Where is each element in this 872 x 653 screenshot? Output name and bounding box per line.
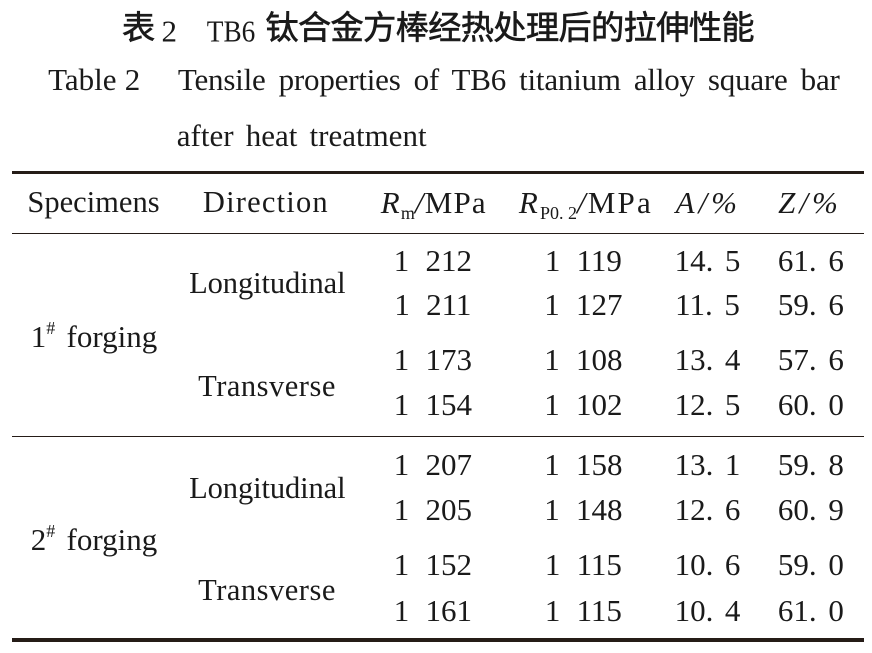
svg-text:TB6: TB6: [207, 14, 256, 49]
svg-text:2: 2: [162, 14, 178, 49]
